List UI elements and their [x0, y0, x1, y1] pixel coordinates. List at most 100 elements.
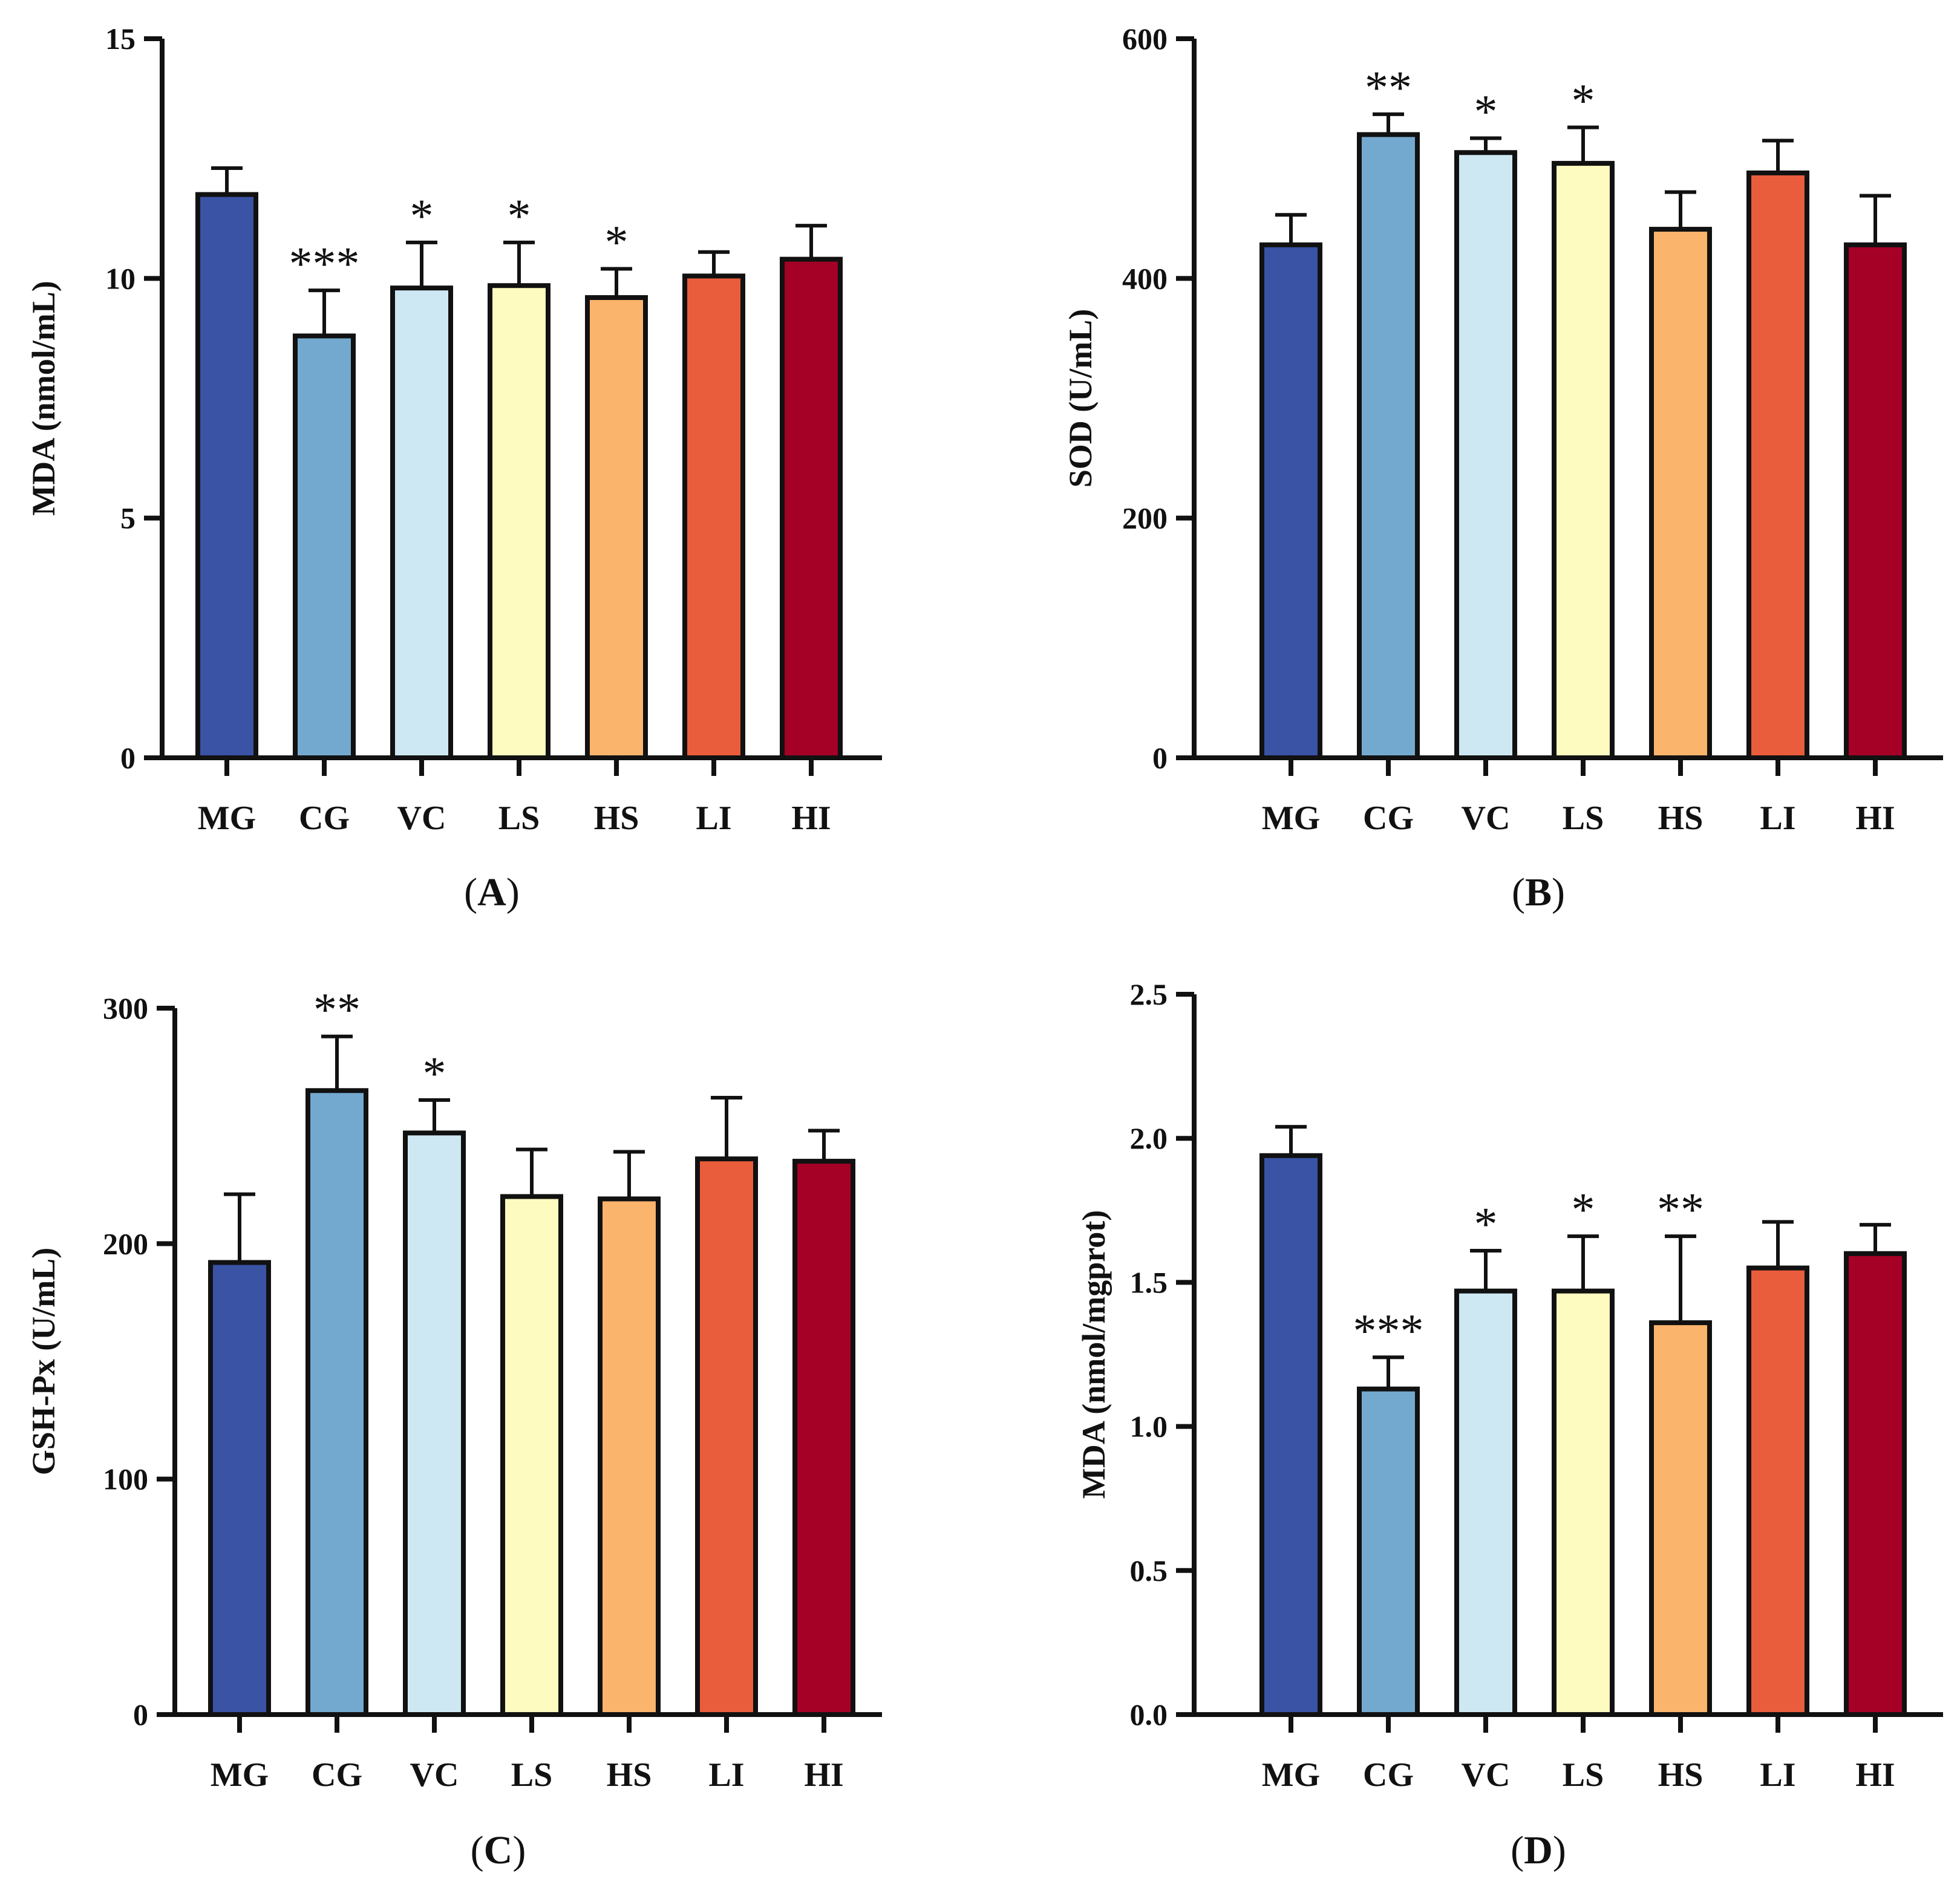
category-label-hi: HI	[804, 1756, 843, 1794]
significance-mark-cg: ***	[289, 237, 360, 290]
significance-mark-ls: *	[1572, 74, 1595, 127]
panel-label: (C)	[471, 1828, 526, 1872]
y-axis-label: GSH-Px (U/mL)	[25, 1248, 62, 1475]
significance-mark-cg: ***	[1353, 1304, 1424, 1357]
bar-vc	[1454, 150, 1517, 760]
bar-li	[695, 1156, 758, 1717]
significance-mark-vc: *	[410, 189, 434, 242]
category-label-hs: HS	[1658, 1756, 1704, 1794]
panel-a: MG CG *** VC * LS * HS * LI HI 0 5 10 15 MDA (nmol/mL) (…	[25, 22, 882, 914]
significance-mark-cg: **	[1365, 61, 1412, 114]
bar-ls	[488, 283, 550, 760]
bar-mg	[1259, 1153, 1322, 1718]
significance-mark-hs: **	[1657, 1183, 1704, 1236]
y-tick-label: 15	[105, 22, 136, 56]
y-tick-label: 2.0	[1130, 1121, 1168, 1155]
significance-mark-vc: *	[1474, 1197, 1498, 1250]
category-label-li: LI	[1760, 1756, 1795, 1794]
y-tick-label: 300	[103, 991, 148, 1025]
bar-hi	[1844, 242, 1907, 760]
bar-hs	[598, 1196, 661, 1717]
panel-c: MG CG ** VC * LS HS LI HI 0 100 200 300 GSH-Px (U/mL)…	[25, 983, 882, 1872]
category-label-vc: VC	[1462, 800, 1511, 837]
category-label-vc: VC	[397, 800, 446, 837]
category-label-mg: MG	[211, 1756, 269, 1794]
category-label-cg: CG	[1363, 800, 1414, 837]
y-tick-label: 0	[1152, 741, 1168, 775]
y-tick-label: 5	[120, 501, 136, 535]
bar-hs	[1649, 1320, 1712, 1717]
bar-vc	[1454, 1288, 1517, 1717]
y-tick-label: 1.0	[1130, 1410, 1168, 1444]
bar-hs	[1649, 227, 1712, 760]
category-label-hs: HS	[607, 1756, 652, 1794]
category-label-li: LI	[1760, 800, 1795, 837]
category-label-hs: HS	[594, 800, 639, 837]
y-tick-label: 100	[103, 1462, 148, 1496]
bar-ls	[1552, 161, 1615, 760]
category-label-hi: HI	[791, 800, 831, 837]
significance-mark-ls: *	[1572, 1183, 1595, 1236]
category-label-li: LI	[696, 800, 731, 837]
bar-li	[1746, 170, 1809, 760]
category-label-hi: HI	[1855, 800, 1895, 837]
bar-cg	[1357, 132, 1420, 761]
significance-mark-vc: *	[1474, 85, 1498, 137]
panel-d: MG CG *** VC * LS * HS ** LI HI 0.0 0.5 1.0 1.5 2.0 2.5 M…	[1076, 977, 1943, 1872]
category-label-mg: MG	[198, 800, 256, 837]
panel-label: (B)	[1512, 870, 1565, 914]
bar-vc	[390, 285, 453, 761]
y-tick-label: 0	[133, 1698, 148, 1731]
category-label-ls: LS	[511, 1756, 553, 1794]
y-tick-label: 400	[1122, 261, 1168, 295]
category-label-cg: CG	[1363, 1756, 1414, 1794]
category-label-hi: HI	[1855, 1756, 1895, 1794]
y-tick-label: 0.5	[1130, 1554, 1168, 1588]
y-tick-label: 200	[1122, 501, 1168, 535]
y-axis-label: MDA (nmol/mgprot)	[1076, 1210, 1112, 1499]
y-tick-label: 0.0	[1130, 1698, 1168, 1731]
significance-mark-ls: *	[508, 189, 531, 242]
category-label-li: LI	[708, 1756, 744, 1794]
bar-mg	[1259, 242, 1322, 760]
significance-mark-cg: **	[313, 983, 361, 1036]
category-label-ls: LS	[498, 800, 540, 837]
y-tick-label: 2.5	[1130, 977, 1168, 1011]
bar-cg	[1357, 1386, 1420, 1717]
significance-mark-hs: *	[605, 215, 629, 268]
bar-ls	[1552, 1288, 1615, 1717]
category-label-mg: MG	[1262, 800, 1320, 837]
bar-hi	[792, 1159, 855, 1717]
category-label-vc: VC	[1462, 1756, 1511, 1794]
bar-hs	[585, 295, 648, 761]
category-label-cg: CG	[312, 1756, 362, 1794]
bar-li	[1746, 1265, 1809, 1718]
y-tick-label: 200	[103, 1227, 148, 1260]
panel-b: MG CG ** VC * LS * HS LI HI 0 200 400 600 SOD (U/mL) (B…	[1062, 22, 1943, 914]
bar-li	[682, 273, 745, 760]
y-axis-label: SOD (U/mL)	[1062, 309, 1099, 488]
panel-label: (A)	[464, 870, 520, 914]
bar-hi	[1844, 1251, 1907, 1717]
bar-cg	[305, 1088, 368, 1717]
significance-mark-vc: *	[423, 1047, 446, 1099]
y-tick-label: 0	[120, 741, 136, 775]
bar-vc	[403, 1130, 466, 1717]
bar-mg	[195, 192, 258, 761]
y-tick-label: 10	[105, 261, 136, 295]
category-label-ls: LS	[1563, 1756, 1604, 1794]
bar-hi	[780, 256, 843, 761]
panel-label: (D)	[1511, 1828, 1566, 1872]
category-label-cg: CG	[299, 800, 350, 837]
category-label-hs: HS	[1658, 800, 1704, 837]
bar-mg	[208, 1260, 271, 1717]
y-axis-label: MDA (nmol/mL)	[25, 281, 62, 515]
bar-ls	[500, 1194, 563, 1717]
category-label-mg: MG	[1262, 1756, 1320, 1794]
y-tick-label: 600	[1122, 22, 1168, 56]
y-tick-label: 1.5	[1130, 1265, 1168, 1299]
category-label-vc: VC	[410, 1756, 459, 1794]
bar-cg	[293, 333, 356, 760]
category-label-ls: LS	[1563, 800, 1604, 837]
